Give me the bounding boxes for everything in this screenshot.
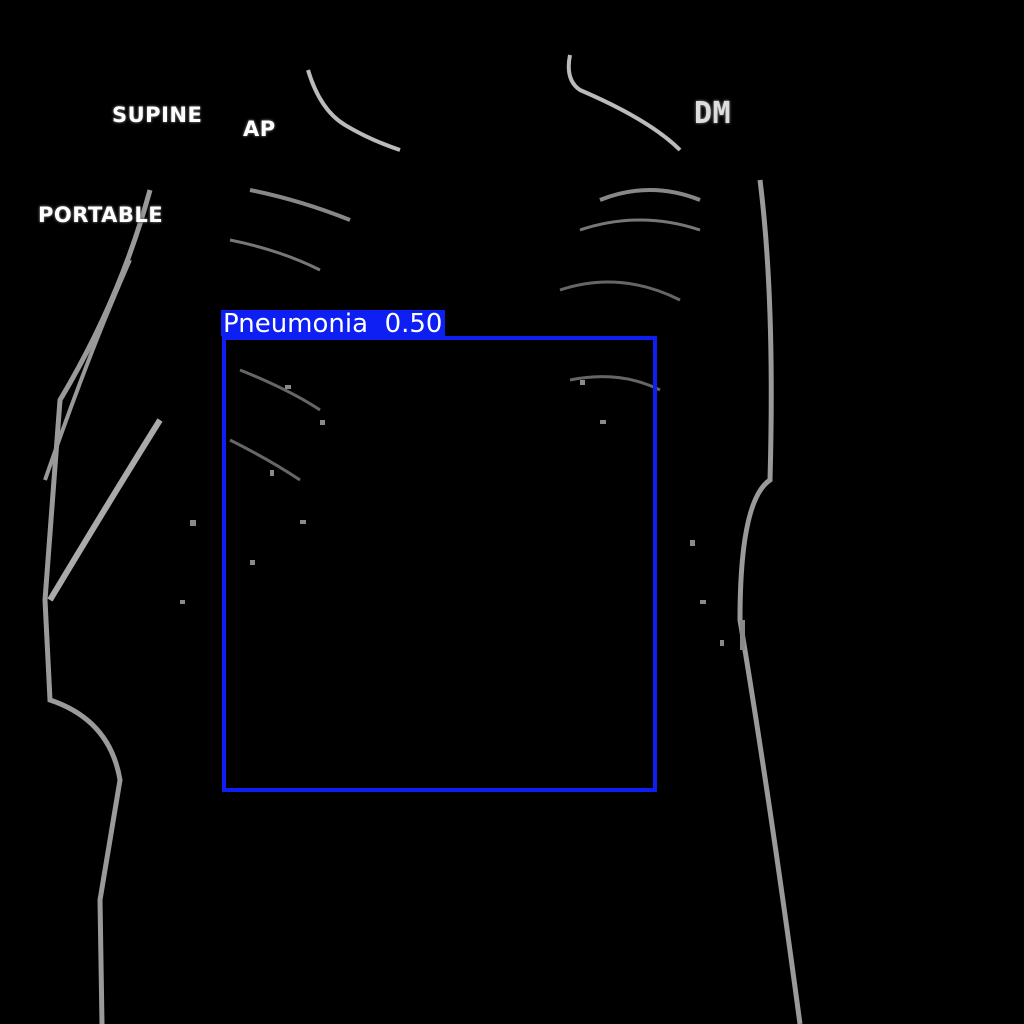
rib-left-1 xyxy=(229,238,321,272)
body-outline-left xyxy=(42,189,153,1024)
arm-line-2 xyxy=(47,418,163,602)
portable-marker: PORTABLE xyxy=(38,203,164,227)
rib-left-2 xyxy=(239,368,321,412)
rib-right-1 xyxy=(579,218,701,232)
lung-speckles xyxy=(180,380,745,650)
rib-right-2 xyxy=(559,280,681,302)
side-marker: DM xyxy=(694,96,732,131)
clavicle-left xyxy=(249,188,351,222)
rib-right-3 xyxy=(569,375,661,392)
detection-class: Pneumonia xyxy=(223,309,369,339)
detection-label: Pneumonia 0.50 xyxy=(221,309,446,339)
supine-marker: SUPINE xyxy=(112,103,203,127)
detection-confidence: 0.50 xyxy=(384,309,443,339)
clavicle-right xyxy=(599,188,701,202)
arm-line-1 xyxy=(43,259,132,481)
ap-marker: AP xyxy=(243,117,276,141)
detection-bounding-box xyxy=(222,336,657,792)
rib-left-3 xyxy=(229,438,301,482)
body-outline-right xyxy=(737,179,803,1024)
neck-right xyxy=(566,54,682,152)
neck-left xyxy=(306,69,401,152)
